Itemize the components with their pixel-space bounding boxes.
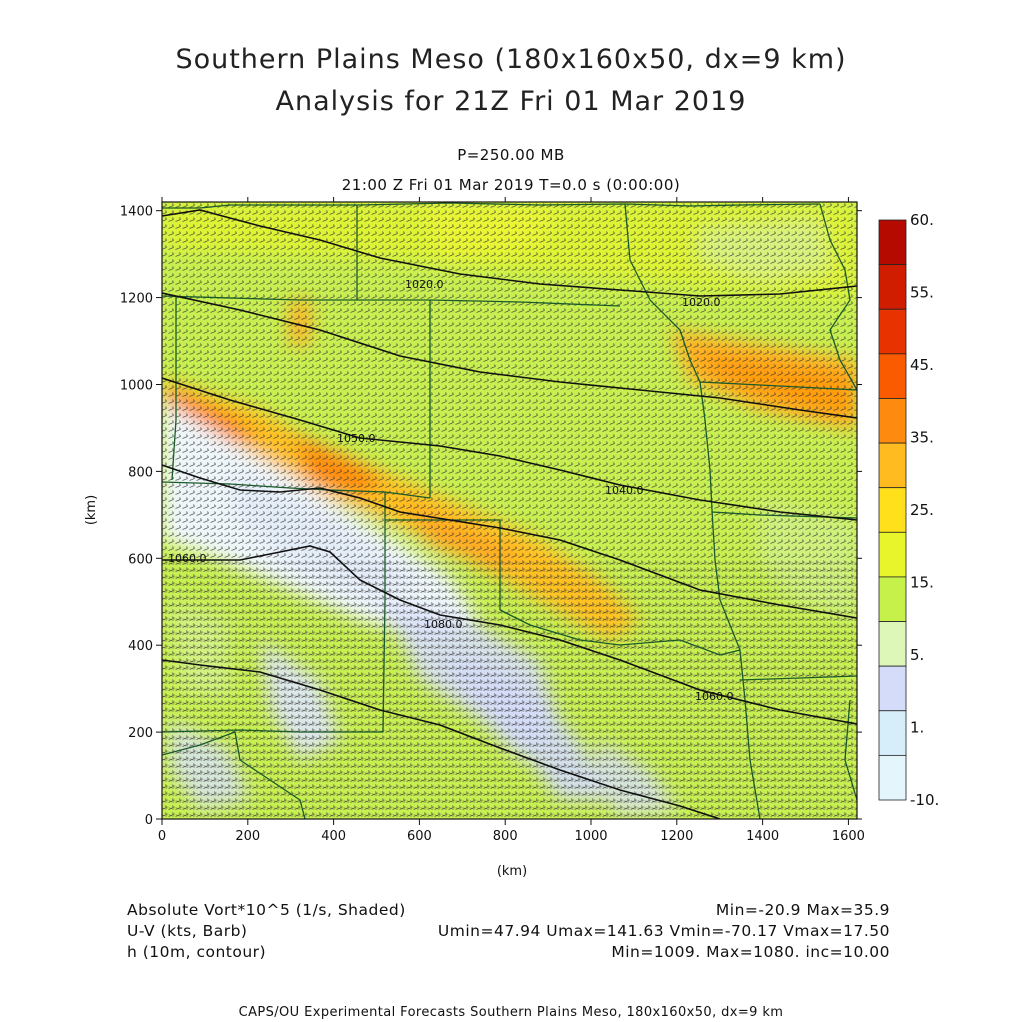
y-tick-label: 1400 xyxy=(120,205,153,220)
colorbar-swatch xyxy=(878,264,907,310)
contour-label: 1040.0 xyxy=(605,484,644,497)
x-tick-label: 0 xyxy=(158,829,166,844)
y-tick-label: 400 xyxy=(128,639,153,654)
colorbar-label: 15. xyxy=(910,574,934,592)
x-tick-label: 1600 xyxy=(832,829,865,844)
x-tick-label: 600 xyxy=(407,829,432,844)
colorbar-swatch xyxy=(878,308,907,355)
colorbar-label: 55. xyxy=(910,284,934,302)
colorbar-swatch xyxy=(878,353,907,399)
plot-frame xyxy=(161,201,858,820)
y-tick-label: 1200 xyxy=(120,292,153,307)
contour-label: 1080.0 xyxy=(424,618,463,631)
valid-time-label: 21:00 Z Fri 01 Mar 2019 T=0.0 s (0:00:00… xyxy=(341,176,681,194)
height-contours xyxy=(162,209,857,819)
colorbar-label: 5. xyxy=(910,646,924,664)
x-tick-label: 200 xyxy=(235,829,260,844)
x-tick-label: 800 xyxy=(493,829,518,844)
y-tick-label: 1000 xyxy=(120,378,153,393)
pressure-level-label: P=250.00 MB xyxy=(457,146,565,164)
state-boundaries xyxy=(162,202,857,819)
colorbar-label: 25. xyxy=(910,501,934,519)
colorbar-swatch xyxy=(878,576,907,622)
colorbar-swatch xyxy=(878,531,907,578)
y-tick-label: 600 xyxy=(128,552,153,567)
colorbar-label: 60. xyxy=(910,211,934,229)
chart-subtitle: Analysis for 21Z Fri 01 Mar 2019 xyxy=(275,86,747,117)
legend-vorticity-stats: Min=-20.9 Max=35.9 xyxy=(715,901,890,919)
x-axis: 0 200 400 600 800 1000 1200 1400 1600 xyxy=(158,197,865,844)
contour-label: 1050.0 xyxy=(337,432,376,445)
contour-label: 1020.0 xyxy=(682,296,721,309)
y-tick-label: 0 xyxy=(145,813,153,828)
x-tick-label: 1200 xyxy=(660,829,693,844)
legend-height-stats: Min=1009. Max=1080. inc=10.00 xyxy=(611,943,890,961)
contour-label: 1020.0 xyxy=(405,278,444,291)
x-tick-label: 400 xyxy=(321,829,346,844)
colorbar-swatch xyxy=(878,621,907,667)
colorbar-label: 45. xyxy=(910,356,934,374)
colorbar-swatch xyxy=(878,754,907,801)
y-tick-label: 200 xyxy=(128,726,153,741)
contour-labels: 1020.0 1020.0 1050.0 1040.0 1060.0 1080.… xyxy=(168,278,734,703)
colorbar-swatch xyxy=(878,665,907,712)
colorbar-swatch xyxy=(878,398,907,444)
legend-field-vorticity: Absolute Vort*10^5 (1/s, Shaded) xyxy=(127,901,406,919)
y-axis-title: (km) xyxy=(84,495,99,525)
colorbar-swatch xyxy=(878,487,907,533)
colorbar: 60. 55. 45. 35. 25. 15. 5. 1. -10. xyxy=(878,211,939,809)
contour-label: 1060.0 xyxy=(695,690,734,703)
colorbar-label: 1. xyxy=(910,719,924,737)
colorbar-label: -10. xyxy=(910,791,939,809)
chart-title: Southern Plains Meso (180x160x50, dx=9 k… xyxy=(175,44,847,75)
wind-barbs-south xyxy=(162,560,857,819)
colorbar-swatch xyxy=(878,219,907,266)
x-tick-label: 1000 xyxy=(574,829,607,844)
colorbar-swatch xyxy=(878,710,907,756)
legend-wind-stats: Umin=47.94 Umax=141.63 Vmin=-70.17 Vmax=… xyxy=(437,922,890,940)
footer-credit: CAPS/OU Experimental Forecasts Southern … xyxy=(238,1005,784,1020)
y-tick-label: 800 xyxy=(128,465,153,480)
map-plot-area: 1020.0 1020.0 1050.0 1040.0 1060.0 1080.… xyxy=(162,202,857,819)
x-axis-title: (km) xyxy=(497,864,527,879)
contour-label: 1060.0 xyxy=(168,552,207,565)
legend-field-height: h (10m, contour) xyxy=(127,943,267,961)
colorbar-swatch xyxy=(878,442,907,489)
y-axis: 0 200 400 600 800 1000 1200 1400 xyxy=(120,205,862,828)
colorbar-label: 35. xyxy=(910,429,934,447)
x-tick-label: 1400 xyxy=(746,829,779,844)
legend-field-wind: U-V (kts, Barb) xyxy=(127,922,248,940)
